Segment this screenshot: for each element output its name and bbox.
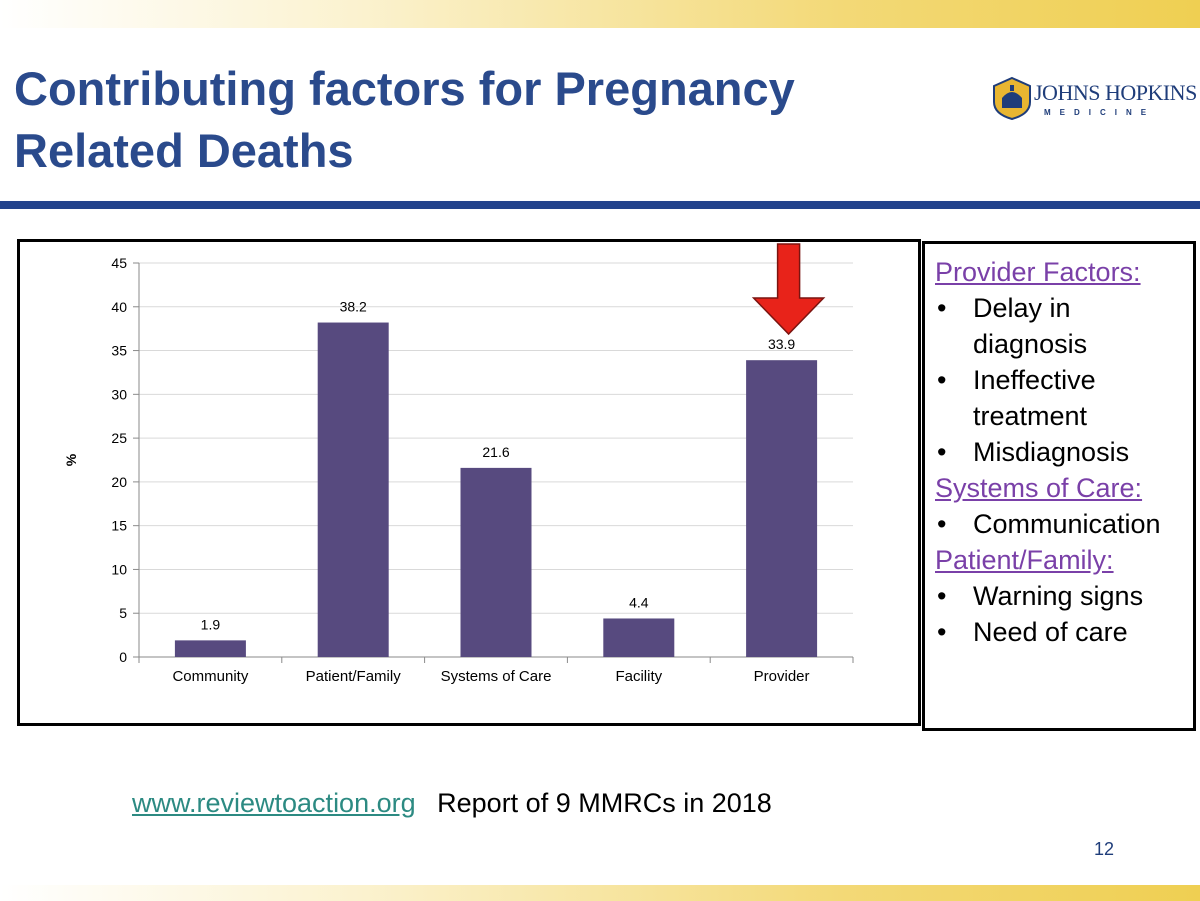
y-tick-label: 25: [111, 430, 127, 446]
bar-chart: 0 5 10 15 20 25 30 35 40 45 1.9 38.2 21.6 4.4 33.9 Co…: [63, 243, 854, 685]
bullet-item: • Delay in diagnosis: [935, 290, 1183, 362]
y-tick-label: 5: [119, 605, 127, 621]
bar-value-label: 4.4: [629, 594, 649, 610]
x-axis-labels: Community Patient/Family Systems of Care Fa…: [172, 668, 809, 685]
bar-patient-family: [317, 322, 389, 657]
y-tick-label: 20: [111, 474, 127, 490]
page-title: Contributing factors for Pregnancy Relat…: [14, 58, 954, 182]
chart-frame: 0 5 10 15 20 25 30 35 40 45 1.9 38.2 21.6 4.4 33.9 Co…: [17, 239, 921, 726]
bar-value-label: 21.6: [482, 444, 509, 460]
footer-source: www.reviewtoaction.org Report of 9 MMRCs…: [132, 788, 772, 819]
bullet-dot: •: [937, 581, 947, 611]
bullet-item: • Communication: [935, 506, 1183, 542]
bullet-dot: •: [937, 293, 947, 323]
y-tick-label: 0: [119, 649, 127, 665]
section-heading: Patient/Family:: [935, 545, 1114, 575]
bottom-gold-band: [0, 885, 1200, 901]
y-tick-label: 35: [111, 343, 127, 359]
y-axis-ticks: 0 5 10 15 20 25 30 35 40 45: [111, 255, 127, 665]
y-tick-label: 45: [111, 255, 127, 271]
dome-shield-icon: [993, 76, 1031, 120]
x-category-label: Facility: [615, 668, 662, 685]
x-category-label: Community: [172, 668, 248, 685]
y-tick-label: 40: [111, 299, 127, 315]
top-gold-band: [0, 0, 1200, 28]
bar-value-label: 33.9: [768, 336, 795, 352]
title-line-1: Contributing factors for Pregnancy: [14, 62, 795, 115]
johns-hopkins-logo: JOHNS HOPKINS MEDICINE: [990, 72, 1197, 122]
x-category-label: Provider: [754, 668, 810, 685]
bullet-text: Need of care: [973, 617, 1128, 647]
bar-value-label: 1.9: [201, 616, 221, 632]
x-category-label: Patient/Family: [306, 668, 402, 685]
bar-systems-of-care: [460, 467, 532, 657]
bar-value-label: 38.2: [340, 299, 367, 315]
bullet-item: • Need of care: [935, 614, 1183, 650]
bar-community: [174, 640, 246, 657]
section-heading: Provider Factors:: [935, 257, 1141, 287]
bullet-text: Warning signs: [973, 581, 1144, 611]
logo-subtitle: MEDICINE: [1044, 108, 1156, 117]
bullet-dot: •: [937, 365, 947, 395]
bullet-item: • Warning signs: [935, 578, 1183, 614]
y-tick-label: 10: [111, 561, 127, 577]
factors-panel: Provider Factors: • Delay in diagnosis • Ine…: [922, 241, 1196, 731]
y-tick-label: 15: [111, 518, 127, 534]
bullet-dot: •: [937, 617, 947, 647]
title-divider: [0, 201, 1200, 209]
bullet-text: Communication: [973, 509, 1161, 539]
bar-facility: [603, 618, 675, 657]
factors-list: Provider Factors: • Delay in diagnosis • Ine…: [935, 254, 1193, 650]
bullet-text: Misdiagnosis: [973, 437, 1130, 467]
reviewtoaction-link[interactable]: www.reviewtoaction.org: [132, 788, 416, 818]
bullet-text: Delay in diagnosis: [973, 293, 1088, 359]
bar-provider: [746, 360, 818, 657]
x-category-label: Systems of Care: [441, 668, 552, 685]
section-heading: Systems of Care:: [935, 473, 1143, 503]
title-line-2: Related Deaths: [14, 124, 354, 177]
bullet-dot: •: [937, 437, 947, 467]
highlight-arrow: [751, 243, 826, 336]
bullet-item: • Misdiagnosis: [935, 434, 1183, 470]
bars: 1.9 38.2 21.6 4.4 33.9: [174, 299, 818, 657]
logo-name: JOHNS HOPKINS: [1034, 80, 1197, 105]
bullet-text: Ineffective treatment: [973, 365, 1096, 431]
y-tick-label: 30: [111, 386, 127, 402]
source-text: Report of 9 MMRCs in 2018: [437, 788, 772, 818]
y-axis-title: %: [63, 453, 79, 466]
page-number: 12: [1094, 839, 1115, 859]
down-arrow-icon: [751, 243, 826, 336]
bullet-dot: •: [937, 509, 947, 539]
bullet-item: • Ineffective treatment: [935, 362, 1183, 434]
